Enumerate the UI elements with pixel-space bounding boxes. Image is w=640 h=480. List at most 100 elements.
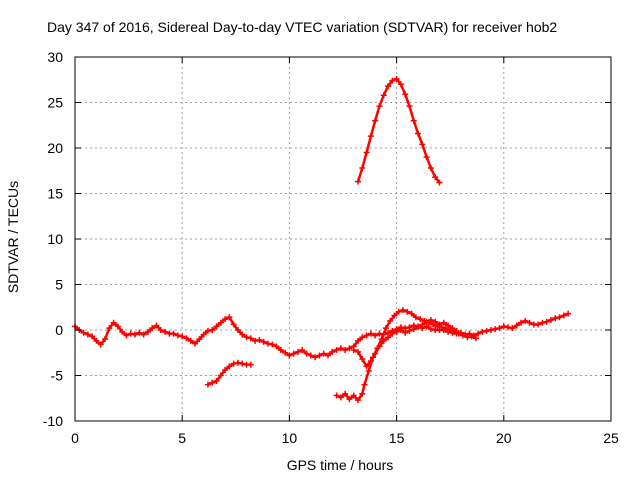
data-point (419, 321, 426, 328)
data-point (415, 324, 422, 331)
data-point (359, 356, 366, 363)
data-point (282, 349, 289, 356)
data-point (269, 341, 276, 348)
data-point (273, 343, 280, 350)
data-point (427, 165, 434, 172)
data-point (376, 330, 383, 337)
x-tick-label: 25 (603, 430, 619, 446)
y-axis-label: SDTVAR / TECUs (5, 181, 21, 293)
y-tick-label: -10 (43, 413, 63, 429)
data-point (97, 341, 104, 348)
data-point (363, 363, 370, 370)
data-point (303, 350, 310, 357)
data-point (385, 334, 392, 341)
data-point (200, 331, 207, 338)
data-point (410, 117, 417, 124)
data-point (226, 363, 233, 370)
y-tick-label: 5 (55, 277, 63, 293)
y-tick-label: 0 (55, 322, 63, 338)
data-point (324, 352, 331, 359)
data-point (406, 103, 413, 110)
data-point (400, 306, 407, 313)
y-tick-label: 30 (47, 49, 63, 65)
data-point (427, 326, 434, 333)
data-point (337, 394, 344, 401)
data-point (440, 319, 447, 326)
data-point (389, 77, 396, 84)
data-point (346, 345, 353, 352)
data-point (393, 328, 400, 335)
data-point (517, 319, 524, 326)
data-point (376, 343, 383, 350)
data-point (260, 338, 267, 345)
data-point (204, 381, 211, 388)
data-point (460, 332, 467, 339)
data-point (140, 331, 147, 338)
data-point (127, 330, 134, 337)
x-tick-label: 15 (389, 430, 405, 446)
data-point (496, 325, 503, 332)
data-point (80, 329, 87, 336)
data-point (410, 326, 417, 333)
data-point (350, 392, 357, 399)
y-tick-label: 25 (47, 95, 63, 111)
data-point (114, 323, 121, 330)
data-point (217, 372, 224, 379)
data-point (162, 328, 169, 335)
series-track-4 (355, 75, 443, 186)
data-point (509, 325, 516, 332)
data-point (453, 327, 460, 334)
data-point (359, 390, 366, 397)
data-point (136, 329, 143, 336)
data-point (355, 348, 362, 355)
data-point (247, 335, 254, 342)
data-point (543, 318, 550, 325)
data-point (522, 317, 529, 324)
data-point (423, 154, 430, 161)
data-point (526, 319, 533, 326)
data-point (290, 350, 297, 357)
x-axis-label: GPS time / hours (287, 457, 394, 473)
data-point (230, 360, 237, 367)
data-point (492, 326, 499, 333)
data-point (365, 367, 372, 374)
data-point (432, 318, 439, 325)
data-point (329, 348, 336, 355)
data-point (367, 133, 374, 140)
data-point (391, 312, 398, 319)
data-point (404, 308, 411, 315)
data-point (312, 354, 319, 361)
data-point (408, 310, 415, 317)
y-tick-label: 20 (47, 140, 63, 156)
data-point (320, 350, 327, 357)
data-point (361, 381, 368, 388)
data-point (355, 397, 362, 404)
data-point (149, 325, 156, 332)
data-point (106, 325, 113, 332)
data-point (402, 91, 409, 98)
x-tick-label: 20 (496, 430, 512, 446)
x-tick-label: 0 (71, 430, 79, 446)
series-track-2 (204, 359, 254, 388)
data-point (355, 178, 362, 185)
data-point (397, 81, 404, 88)
data-point (363, 332, 370, 339)
data-point (359, 334, 366, 341)
data-point (342, 347, 349, 354)
data-point (277, 347, 284, 354)
data-point (355, 337, 362, 344)
data-point (402, 329, 409, 336)
data-point (209, 379, 216, 386)
y-tick-label: 10 (47, 231, 63, 247)
data-point (226, 314, 233, 321)
data-point (417, 316, 424, 323)
data-point (513, 322, 520, 329)
data-point (565, 310, 572, 317)
data-point (187, 337, 194, 344)
data-point (427, 316, 434, 323)
data-point (363, 149, 370, 156)
data-point (552, 315, 559, 322)
data-point (307, 352, 314, 359)
